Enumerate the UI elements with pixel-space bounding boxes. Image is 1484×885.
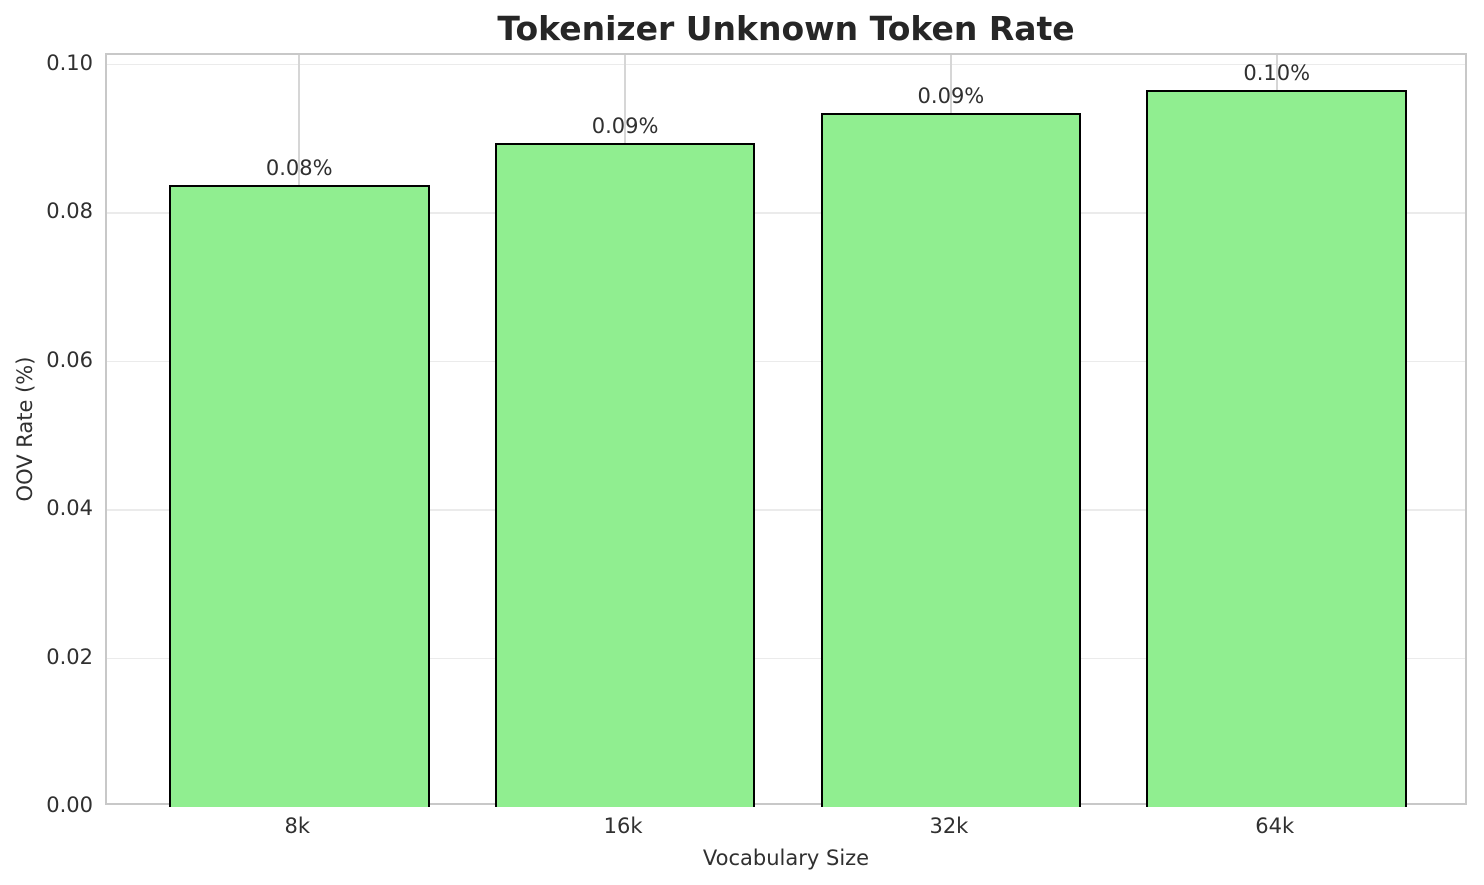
bar-16k	[494, 143, 756, 807]
x-tick-label: 64k	[1255, 814, 1295, 838]
x-tick-label: 8k	[284, 814, 310, 838]
x-tick-label: 32k	[929, 814, 969, 838]
x-axis-label: Vocabulary Size	[702, 846, 870, 870]
y-tick-label: 0.10	[46, 50, 93, 75]
horizontal-gridline	[107, 63, 1465, 66]
bar-value-label: 0.09%	[591, 114, 659, 139]
horizontal-gridline	[107, 360, 1465, 363]
bar-value-label: 0.08%	[265, 155, 333, 180]
y-tick-label: 0.02	[46, 644, 93, 669]
horizontal-gridline	[107, 657, 1465, 660]
y-tick-label: 0.06	[46, 347, 93, 372]
plot-area: 0.08% 0.09% 0.09% 0.10%	[105, 53, 1467, 807]
bar-32k	[820, 112, 1082, 807]
bar-value-label: 0.09%	[917, 83, 985, 108]
y-tick-label: 0.04	[46, 496, 93, 521]
y-tick-label: 0.08	[46, 199, 93, 224]
horizontal-gridline	[107, 509, 1465, 511]
bar-8k	[168, 184, 430, 807]
y-tick-label: 0.00	[46, 793, 93, 817]
horizontal-gridline	[107, 212, 1465, 214]
bar-64k	[1146, 89, 1408, 807]
chart-title: Tokenizer Unknown Token Rate	[497, 9, 1075, 48]
y-axis-label: OOV Rate (%)	[13, 356, 37, 502]
x-tick-label: 16k	[603, 814, 643, 838]
bar-value-label: 0.10%	[1243, 60, 1311, 85]
